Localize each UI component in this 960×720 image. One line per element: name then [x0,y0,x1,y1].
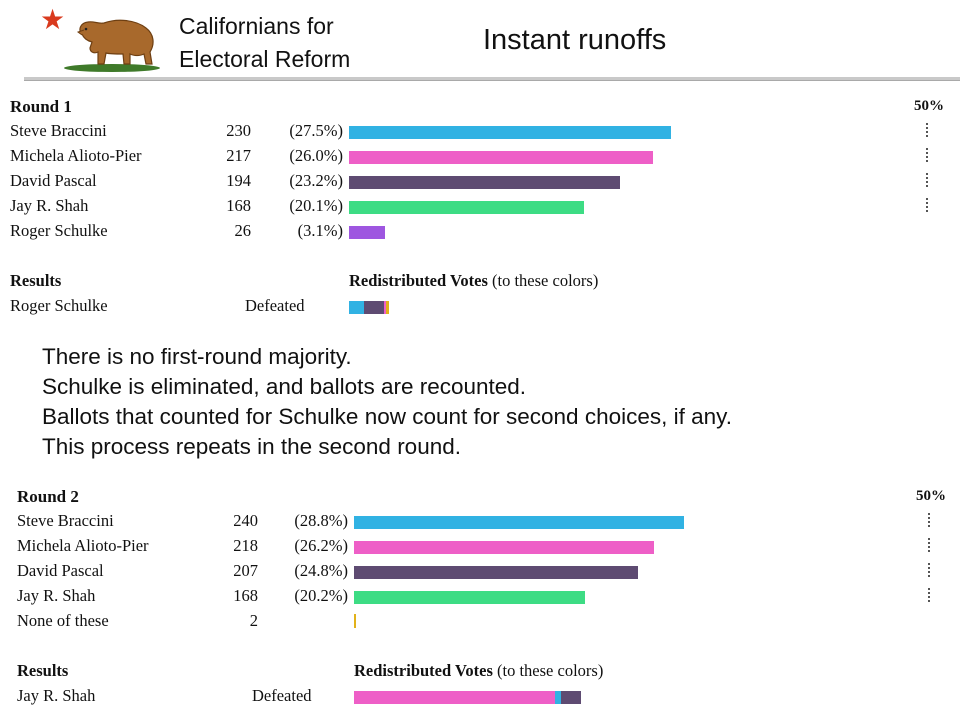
redistribution-segment [561,691,581,704]
majority-line-marker [928,563,930,577]
slide-title: Instant runoffs [483,24,667,56]
explanation-notes: There is no first-round majority. Schulk… [42,342,732,462]
org-line-1: Californians for [179,13,334,39]
candidate-name: Jay R. Shah [10,196,89,215]
vote-percent: (23.2%) [289,171,343,190]
redistributed-votes-label: Redistributed Votes [354,661,493,680]
vote-bar [349,126,671,139]
majority-threshold-label: 50% [916,488,946,504]
vote-percent: (20.1%) [289,196,343,215]
candidate-name: David Pascal [10,171,97,190]
majority-line-marker [926,198,928,212]
redistributed-votes-note: (to these colors) [492,661,604,680]
note-line: This process repeats in the second round… [42,434,461,459]
header-divider [24,77,960,81]
slide-header: ★ Californians for Electoral Reform Inst… [0,0,960,90]
majority-line-marker [928,538,930,552]
note-line: Schulke is eliminated, and ballots are r… [42,374,527,399]
candidate-row: David Pascal 207 (24.8%) [17,561,960,586]
note-line: There is no first-round majority. [42,344,352,369]
vote-percent: (26.0%) [289,146,343,165]
redistribution-bar [354,691,581,704]
results-heading: Results [10,271,62,290]
result-status: Defeated [252,686,312,705]
round-heading: Round 1 [10,97,72,116]
vote-bar [354,566,638,579]
candidate-row: None of these 2 [17,611,960,636]
majority-line-marker [926,123,928,137]
vote-bar [354,591,585,604]
majority-line-marker [928,513,930,527]
candidate-name: Michela Alioto-Pier [10,146,142,165]
candidate-row: Steve Braccini 240 (28.8%) [17,511,960,536]
candidate-row: Jay R. Shah 168 (20.2%) [17,586,960,611]
redistributed-votes-heading: Redistributed Votes (to these colors) [349,271,598,291]
redistributed-votes-label: Redistributed Votes [349,271,488,290]
vote-bar [354,614,356,628]
candidate-row: Steve Braccini 230 (27.5%) [10,121,960,146]
round-1-panel: Round 1 50% Steve Braccini 230 (27.5%) Michel… [0,97,960,327]
candidate-row: David Pascal 194 (23.2%) [10,171,960,196]
vote-count: 168 [226,196,251,215]
candidate-row: Michela Alioto-Pier 217 (26.0%) [10,146,960,171]
note-line: Ballots that counted for Schulke now cou… [42,404,732,429]
organization-name: Californians for Electoral Reform [179,10,350,76]
vote-bar [349,226,385,239]
redistribution-segment [555,691,561,704]
vote-bar [354,541,654,554]
redistribution-segment [386,301,389,314]
vote-count: 168 [233,586,258,605]
vote-count: 194 [226,171,251,190]
round-2-panel: Round 2 50% Steve Braccini 240 (28.8%) Michel… [0,487,960,717]
vote-count: 217 [226,146,251,165]
vote-count: 240 [233,511,258,530]
vote-count: 218 [233,536,258,555]
majority-line-marker [928,588,930,602]
red-star-icon: ★ [40,3,66,36]
vote-count: 230 [226,121,251,140]
round-heading: Round 2 [17,487,79,506]
vote-bar [349,201,584,214]
candidate-name: Michela Alioto-Pier [17,536,149,555]
vote-percent: (20.2%) [294,586,348,605]
redistribution-segment [384,301,386,314]
redistributed-votes-note: (to these colors) [487,271,599,290]
candidate-row: Jay R. Shah 168 (20.1%) [10,196,960,221]
majority-line-marker [926,148,928,162]
vote-percent: (27.5%) [289,121,343,140]
defeated-candidate-name: Roger Schulke [10,296,108,315]
vote-percent: (24.8%) [294,561,348,580]
redistribution-segment [354,691,555,704]
vote-bar [354,516,684,529]
candidate-row: Michela Alioto-Pier 218 (26.2%) [17,536,960,561]
vote-percent: (26.2%) [294,536,348,555]
redistribution-bar [349,301,389,314]
vote-percent: (3.1%) [297,221,343,240]
redistribution-segment [349,301,364,314]
vote-count: 207 [233,561,258,580]
candidate-name: David Pascal [17,561,104,580]
candidate-name: Jay R. Shah [17,586,96,605]
candidate-name: None of these [17,611,109,630]
majority-threshold-label: 50% [914,98,944,114]
candidate-row: Roger Schulke 26 (3.1%) [10,221,960,246]
candidate-name: Steve Braccini [17,511,114,530]
vote-count: 2 [249,611,258,630]
candidate-name: Steve Braccini [10,121,107,140]
california-bear-logo [64,19,160,72]
result-status: Defeated [245,296,305,315]
redistribution-segment [364,301,384,314]
vote-bar [349,151,653,164]
candidate-name: Roger Schulke [10,221,108,240]
org-line-2: Electoral Reform [179,46,351,72]
redistributed-votes-heading: Redistributed Votes (to these colors) [354,661,603,681]
results-heading: Results [17,661,69,680]
vote-percent: (28.8%) [294,511,348,530]
vote-bar [349,176,620,189]
vote-count: 26 [234,221,252,240]
defeated-candidate-name: Jay R. Shah [17,686,96,705]
majority-line-marker [926,173,928,187]
